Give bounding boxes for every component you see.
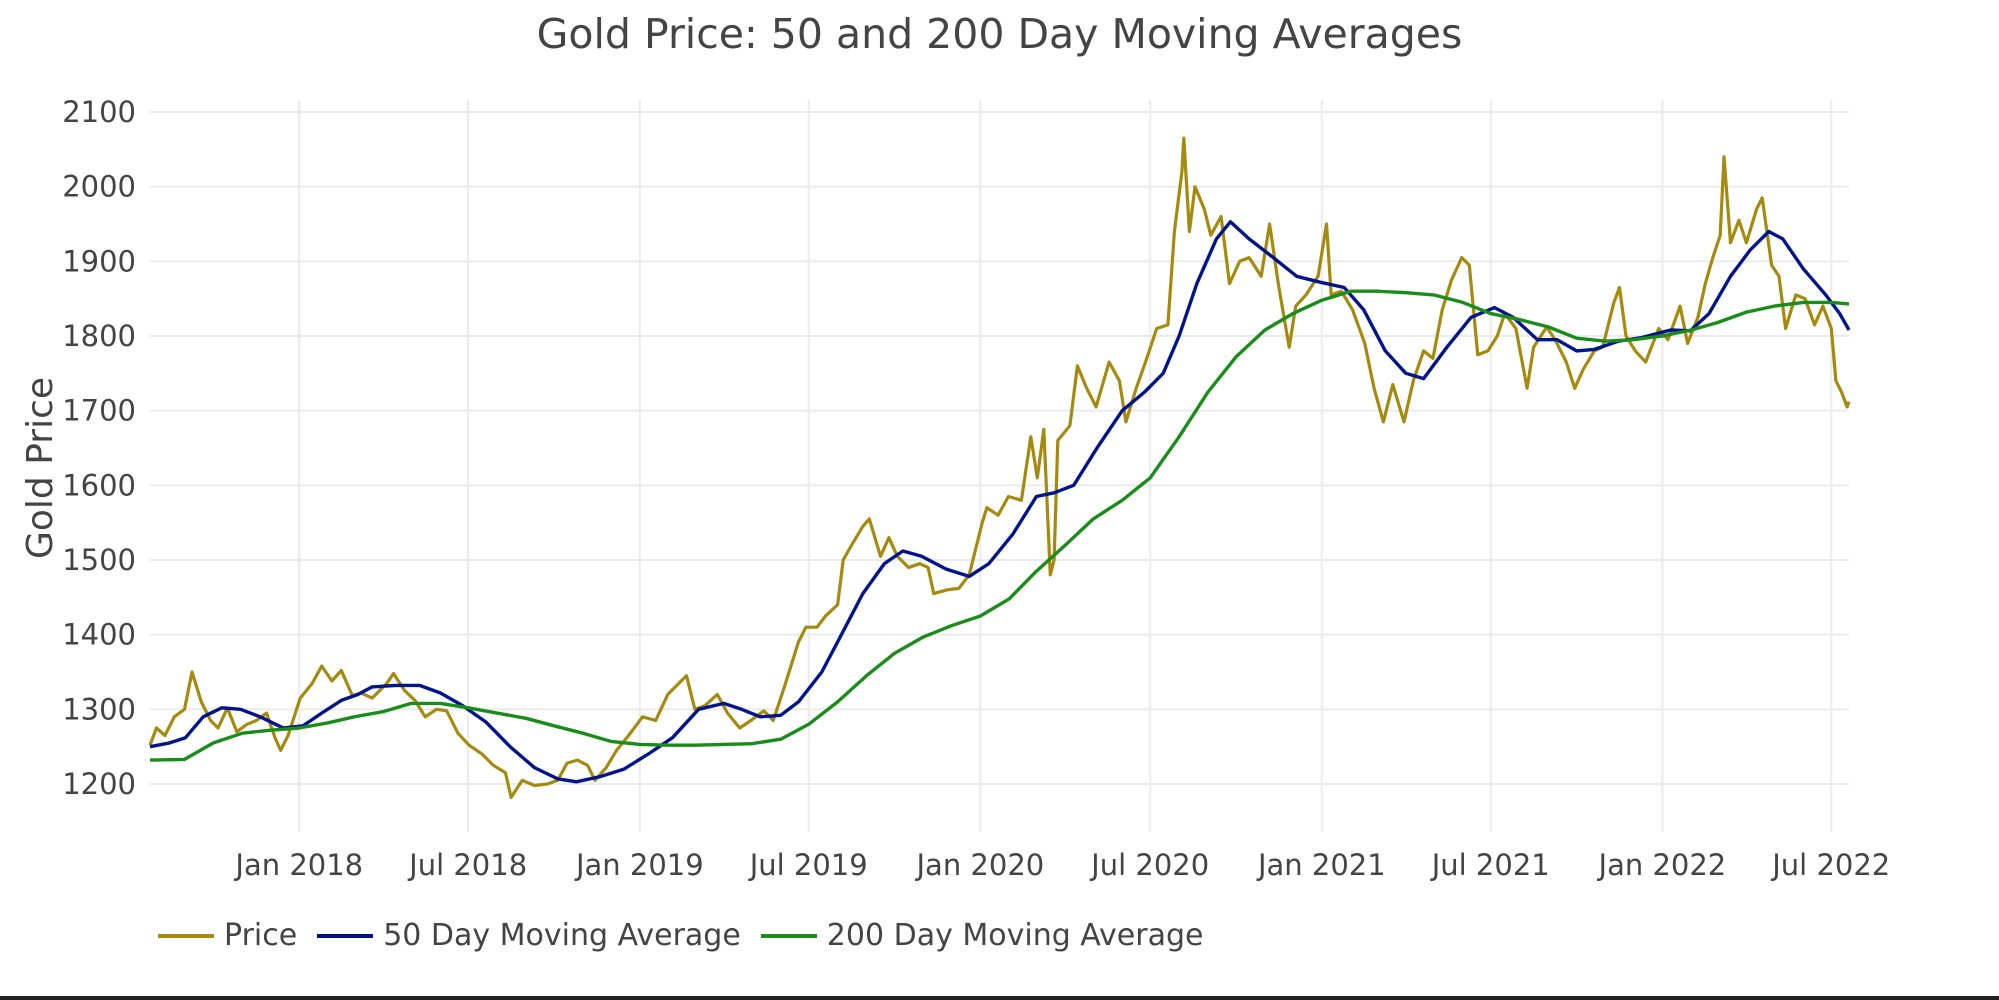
y-axis-ticks: 1200 1300 1400 1500 1600 1700 1800 1900 2000 2100 bbox=[62, 95, 136, 801]
x-tick-label: Jul 2022 bbox=[1770, 848, 1890, 882]
x-tick-label: Jan 2018 bbox=[233, 848, 363, 882]
x-axis-ticks: Jan 2018 Jul 2018 Jan 2019 Jul 2019 Jan 2020… bbox=[233, 848, 1890, 882]
legend-item-price[interactable]: Price bbox=[158, 918, 297, 953]
chart-title: Gold Price: 50 and 200 Day Moving Averag… bbox=[536, 10, 1463, 58]
y-tick-label: 2000 bbox=[62, 170, 136, 204]
series-line-50-day-moving-average[interactable] bbox=[149, 220, 1851, 784]
series-line-price[interactable] bbox=[148, 136, 1851, 799]
x-tick-label: Jul 2019 bbox=[748, 848, 868, 882]
legend-swatch bbox=[317, 933, 374, 938]
y-tick-label: 1800 bbox=[62, 319, 136, 353]
legend-item-200-day-moving-average[interactable]: 200 Day Moving Average bbox=[760, 918, 1204, 953]
y-tick-label: 1600 bbox=[62, 468, 136, 502]
legend-swatch bbox=[158, 933, 214, 938]
legend-label: Price bbox=[224, 918, 298, 953]
y-axis-title: Gold Price bbox=[20, 377, 61, 559]
plot-area[interactable] bbox=[148, 136, 1851, 799]
y-tick-label: 1200 bbox=[62, 767, 136, 801]
legend: Price 50 Day Moving Average 200 Day Moving… bbox=[158, 918, 1223, 953]
x-tick-label: Jan 2022 bbox=[1597, 848, 1727, 882]
x-tick-label: Jan 2020 bbox=[915, 848, 1045, 882]
x-tick-label: Jan 2019 bbox=[574, 848, 704, 882]
x-tick-label: Jul 2021 bbox=[1430, 848, 1550, 882]
y-tick-label: 1700 bbox=[62, 394, 136, 428]
gridlines bbox=[150, 100, 1849, 832]
y-tick-label: 1300 bbox=[62, 692, 136, 726]
legend-swatch bbox=[760, 933, 817, 938]
y-tick-label: 1400 bbox=[62, 618, 136, 652]
y-tick-label: 2100 bbox=[62, 95, 136, 129]
legend-item-50-day-moving-average[interactable]: 50 Day Moving Average bbox=[317, 918, 741, 953]
y-tick-label: 1500 bbox=[62, 543, 136, 577]
series-line-200-day-moving-average[interactable] bbox=[149, 289, 1850, 762]
x-tick-label: Jan 2021 bbox=[1256, 848, 1386, 882]
legend-label: 200 Day Moving Average bbox=[826, 918, 1204, 953]
legend-label: 50 Day Moving Average bbox=[383, 918, 741, 953]
y-tick-label: 1900 bbox=[62, 244, 136, 278]
x-tick-label: Jul 2018 bbox=[407, 848, 527, 882]
x-tick-label: Jul 2020 bbox=[1089, 848, 1209, 882]
bottom-border bbox=[0, 996, 1999, 1000]
